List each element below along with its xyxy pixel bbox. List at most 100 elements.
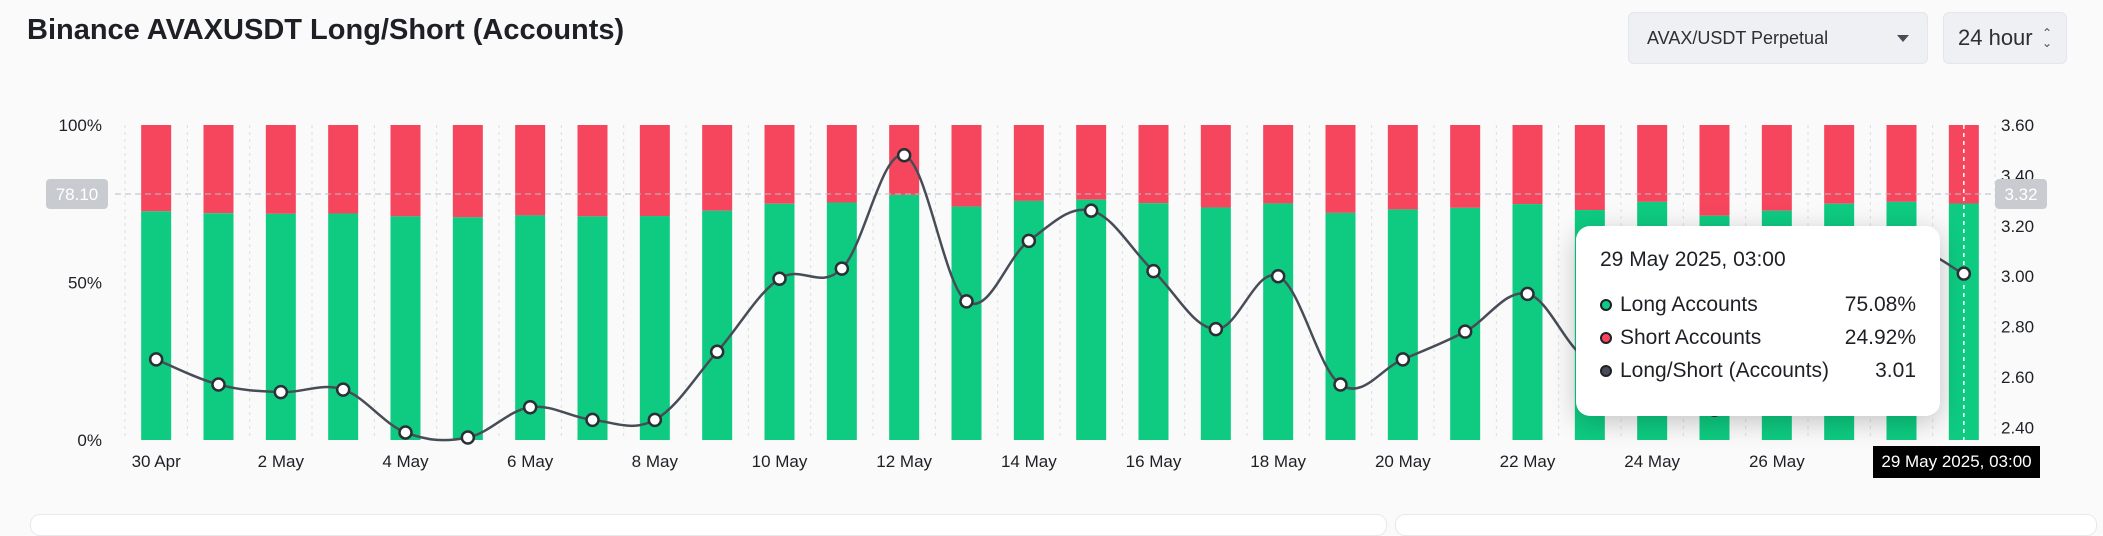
long-dot-icon [1600, 298, 1612, 311]
x-tick-label: 6 May [507, 452, 554, 471]
ratio-point [1208, 321, 1224, 337]
tooltip-label: Long Accounts [1620, 292, 1758, 316]
pair-select-value: AVAX/USDT Perpetual [1647, 27, 1829, 48]
long-bar [826, 202, 857, 440]
long-bar [1076, 199, 1107, 440]
short-bar [1637, 125, 1668, 202]
ratio-point [959, 294, 974, 309]
ratio-point [1956, 266, 1972, 281]
ratio-point [273, 384, 289, 400]
y-left-tick-label: 50% [68, 274, 102, 293]
short-bar [265, 125, 296, 214]
ratio-point [1270, 268, 1286, 284]
ratio-point [211, 377, 226, 392]
short-bar [203, 125, 234, 214]
short-bar [1699, 125, 1730, 216]
ratio-point [1457, 324, 1473, 339]
short-bar [1076, 125, 1107, 200]
short-bar [826, 125, 857, 203]
y-left-tick-label: 0% [77, 431, 102, 450]
chart-tooltip: 29 May 2025, 03:00 Long Accounts 75.08% … [1576, 226, 1940, 416]
tooltip-label: Short Accounts [1620, 325, 1762, 349]
short-bar [951, 125, 982, 207]
crosshair-time-badge: 29 May 2025, 03:00 [1873, 446, 2040, 478]
ratio-point [834, 261, 850, 276]
ratio-point [1395, 352, 1411, 367]
y-right-tick-label: 3.00 [2001, 267, 2034, 286]
ratio-point [647, 412, 663, 428]
tooltip-value: 3.01 [1875, 358, 1916, 382]
short-bar [1387, 125, 1418, 210]
short-dot-icon [1600, 331, 1612, 344]
tooltip-row-short: Short Accounts 24.92% [1600, 321, 1916, 354]
x-tick-label: 2 May [258, 452, 305, 471]
y-right-tick-label: 2.80 [2001, 318, 2034, 337]
ratio-point [1333, 377, 1348, 392]
short-bar [702, 125, 733, 211]
axis-layer: 0%50%100%2.402.602.803.003.203.403.6030 … [46, 116, 2047, 471]
x-tick-label: 16 May [1126, 452, 1182, 471]
x-tick-label: 4 May [382, 452, 429, 471]
long-bar [1138, 203, 1169, 440]
ratio-dot-icon [1600, 364, 1612, 377]
tooltip-row-ratio: Long/Short (Accounts) 3.01 [1600, 354, 1916, 387]
bottom-panel-left [30, 514, 1387, 536]
short-bar [1761, 125, 1792, 211]
y-right-tick-label: 2.60 [2001, 368, 2034, 387]
x-tick-label: 20 May [1375, 452, 1431, 471]
short-bar [1450, 125, 1481, 208]
y-right-tick-label: 2.40 [2001, 418, 2034, 437]
short-bar [390, 125, 421, 217]
ratio-point [1083, 203, 1099, 218]
tooltip-value: 75.08% [1844, 292, 1916, 316]
x-tick-label: 10 May [752, 452, 808, 471]
chevron-updown-icon: ⌃ ⌄ [2041, 26, 2052, 50]
short-bar [1138, 125, 1169, 204]
ratio-point [1520, 286, 1535, 302]
long-bar [1512, 204, 1543, 440]
ratio-point [1021, 233, 1037, 249]
tooltip-title: 29 May 2025, 03:00 [1600, 248, 1786, 271]
x-tick-label: 12 May [876, 452, 932, 471]
short-bar [1574, 125, 1605, 211]
ratio-point [148, 352, 164, 367]
short-bar [1886, 125, 1917, 202]
crosshair-layer [115, 125, 1995, 440]
short-bar [1512, 125, 1543, 205]
short-bar [1824, 125, 1855, 204]
short-bar [1013, 125, 1044, 201]
ratio-point [772, 271, 787, 286]
x-tick-label: 26 May [1749, 452, 1805, 471]
short-bar [639, 125, 670, 217]
long-bar [889, 194, 920, 440]
x-tick-label: 8 May [632, 452, 679, 471]
short-bar [328, 125, 359, 214]
long-bar [265, 213, 296, 440]
crosshair-right-badge [1995, 178, 2047, 209]
x-tick-label: 24 May [1624, 452, 1680, 471]
short-bar [577, 125, 608, 217]
page-title: Binance AVAXUSDT Long/Short (Accounts) [27, 14, 625, 46]
short-bar [452, 125, 483, 218]
long-bar [951, 206, 982, 440]
ratio-point [335, 382, 351, 397]
y-right-tick-label: 3.60 [2001, 116, 2034, 135]
long-bar [1387, 209, 1418, 440]
x-tick-label: 30 Apr [132, 452, 181, 471]
long-bar [639, 216, 670, 440]
short-bar [515, 125, 546, 216]
crosshair-left-value: 78.10 [56, 185, 99, 204]
x-tick-label: 18 May [1250, 452, 1306, 471]
ratio-point [896, 147, 912, 163]
interval-select[interactable]: 24 hour ⌃ ⌄ [1943, 12, 2067, 64]
tooltip-row-long: Long Accounts 75.08% [1600, 288, 1916, 321]
long-bar [577, 216, 608, 440]
short-bar [764, 125, 795, 204]
chevron-down-icon [1897, 34, 1909, 42]
short-bar [1263, 125, 1294, 204]
pair-select[interactable]: AVAX/USDT Perpetual [1628, 12, 1928, 64]
crosshair-right-value: 3.32 [2004, 185, 2037, 204]
y-right-tick-label: 3.20 [2001, 217, 2034, 236]
ratio-point [585, 412, 600, 428]
long-bar [1263, 203, 1294, 440]
